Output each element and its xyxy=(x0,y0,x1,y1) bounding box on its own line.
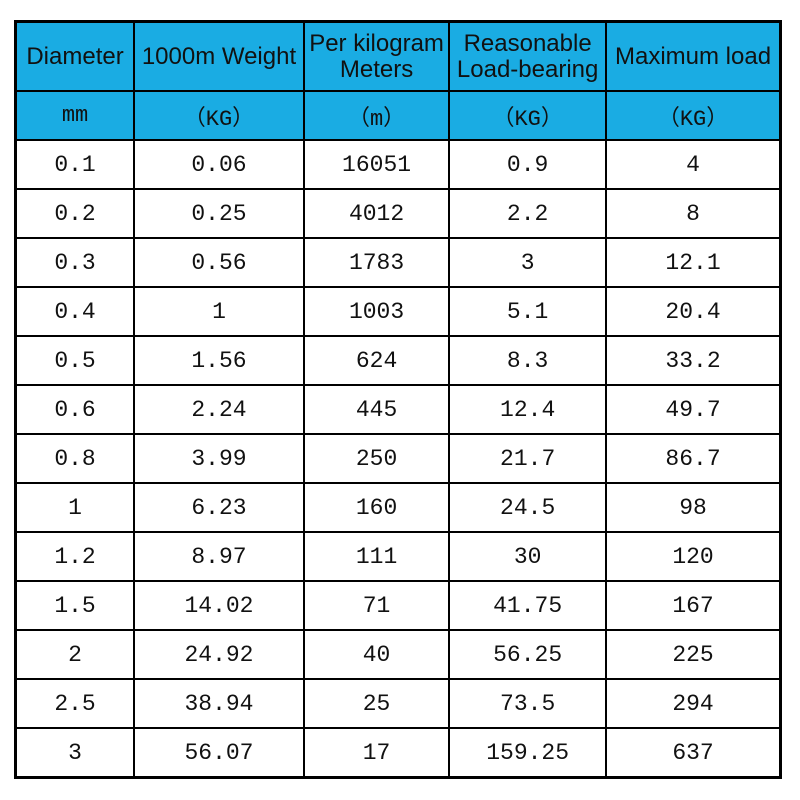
table-cell: 0.9 xyxy=(448,139,608,190)
page: Diameter 1000m Weight Per kilogram Meter… xyxy=(14,20,782,779)
col-header-reasonable-load-bearing: Reasonable Load-bearing xyxy=(448,20,608,92)
unit-per-kilogram-meters: （m） xyxy=(302,90,451,141)
table-cell: 225 xyxy=(605,629,782,680)
table-cell: 2 xyxy=(14,629,136,680)
table-cell: 4 xyxy=(605,139,782,190)
col-header-1000m-weight: 1000m Weight xyxy=(133,20,305,92)
table-cell: 8.3 xyxy=(448,335,608,386)
table-cell: 4012 xyxy=(302,188,451,239)
table-cell: 445 xyxy=(302,384,451,435)
table-row: 2 24.92 40 56.25 225 xyxy=(14,629,782,680)
table-cell: 71 xyxy=(302,580,451,631)
table-cell: 3.99 xyxy=(133,433,305,484)
unit-reasonable-load-bearing: （KG） xyxy=(448,90,608,141)
header-row: Diameter 1000m Weight Per kilogram Meter… xyxy=(14,20,782,92)
table-cell: 33.2 xyxy=(605,335,782,386)
spec-table: Diameter 1000m Weight Per kilogram Meter… xyxy=(14,20,782,779)
table-cell: 30 xyxy=(448,531,608,582)
table-cell: 0.06 xyxy=(133,139,305,190)
table-row: 0.6 2.24 445 12.4 49.7 xyxy=(14,384,782,435)
table-cell: 637 xyxy=(605,727,782,779)
table-row: 3 56.07 17 159.25 637 xyxy=(14,727,782,779)
table-cell: 1.2 xyxy=(14,531,136,582)
table-cell: 0.2 xyxy=(14,188,136,239)
table-cell: 56.25 xyxy=(448,629,608,680)
table-cell: 624 xyxy=(302,335,451,386)
table-cell: 16051 xyxy=(302,139,451,190)
table-cell: 24.92 xyxy=(133,629,305,680)
table-cell: 2.5 xyxy=(14,678,136,729)
table-cell: 73.5 xyxy=(448,678,608,729)
table-cell: 0.6 xyxy=(14,384,136,435)
table-row: 0.2 0.25 4012 2.2 8 xyxy=(14,188,782,239)
table-cell: 98 xyxy=(605,482,782,533)
table-cell: 56.07 xyxy=(133,727,305,779)
table-cell: 3 xyxy=(448,237,608,288)
table-cell: 120 xyxy=(605,531,782,582)
table-row: 1.2 8.97 111 30 120 xyxy=(14,531,782,582)
table-cell: 111 xyxy=(302,531,451,582)
table-cell: 1783 xyxy=(302,237,451,288)
table-cell: 25 xyxy=(302,678,451,729)
table-row: 0.4 1 1003 5.1 20.4 xyxy=(14,286,782,337)
table-cell: 17 xyxy=(302,727,451,779)
table-row: 0.3 0.56 1783 3 12.1 xyxy=(14,237,782,288)
table-cell: 0.4 xyxy=(14,286,136,337)
table-row: 0.8 3.99 250 21.7 86.7 xyxy=(14,433,782,484)
table-cell: 40 xyxy=(302,629,451,680)
table-cell: 8.97 xyxy=(133,531,305,582)
table-cell: 1.56 xyxy=(133,335,305,386)
table-cell: 38.94 xyxy=(133,678,305,729)
table-cell: 0.8 xyxy=(14,433,136,484)
unit-diameter: mm xyxy=(14,90,136,141)
table-cell: 294 xyxy=(605,678,782,729)
table-body: 0.1 0.06 16051 0.9 4 0.2 0.25 4012 2.2 8 0.3 0.56 17… xyxy=(14,139,782,779)
table-row: 0.1 0.06 16051 0.9 4 xyxy=(14,139,782,190)
table-cell: 6.23 xyxy=(133,482,305,533)
table-cell: 0.5 xyxy=(14,335,136,386)
col-header-diameter: Diameter xyxy=(14,20,136,92)
table-cell: 41.75 xyxy=(448,580,608,631)
table-cell: 3 xyxy=(14,727,136,779)
table-cell: 0.25 xyxy=(133,188,305,239)
table-cell: 2.2 xyxy=(448,188,608,239)
unit-1000m-weight: （KG） xyxy=(133,90,305,141)
table-cell: 12.1 xyxy=(605,237,782,288)
table-cell: 21.7 xyxy=(448,433,608,484)
table-cell: 86.7 xyxy=(605,433,782,484)
table-cell: 250 xyxy=(302,433,451,484)
table-cell: 167 xyxy=(605,580,782,631)
table-cell: 2.24 xyxy=(133,384,305,435)
table-cell: 0.56 xyxy=(133,237,305,288)
table-row: 2.5 38.94 25 73.5 294 xyxy=(14,678,782,729)
table-row: 0.5 1.56 624 8.3 33.2 xyxy=(14,335,782,386)
col-header-maximum-load: Maximum load xyxy=(605,20,782,92)
table-cell: 12.4 xyxy=(448,384,608,435)
table-row: 1.5 14.02 71 41.75 167 xyxy=(14,580,782,631)
table-row: 1 6.23 160 24.5 98 xyxy=(14,482,782,533)
table-cell: 1.5 xyxy=(14,580,136,631)
table-cell: 24.5 xyxy=(448,482,608,533)
units-row: mm （KG） （m） （KG） （KG） xyxy=(14,90,782,141)
table-cell: 1 xyxy=(14,482,136,533)
col-header-per-kilogram-meters: Per kilogram Meters xyxy=(302,20,451,92)
table-cell: 49.7 xyxy=(605,384,782,435)
table-cell: 0.3 xyxy=(14,237,136,288)
table-cell: 14.02 xyxy=(133,580,305,631)
table-cell: 160 xyxy=(302,482,451,533)
table-cell: 20.4 xyxy=(605,286,782,337)
table-cell: 0.1 xyxy=(14,139,136,190)
table-cell: 8 xyxy=(605,188,782,239)
table-cell: 5.1 xyxy=(448,286,608,337)
table-cell: 1003 xyxy=(302,286,451,337)
table-cell: 159.25 xyxy=(448,727,608,779)
table-cell: 1 xyxy=(133,286,305,337)
unit-maximum-load: （KG） xyxy=(605,90,782,141)
